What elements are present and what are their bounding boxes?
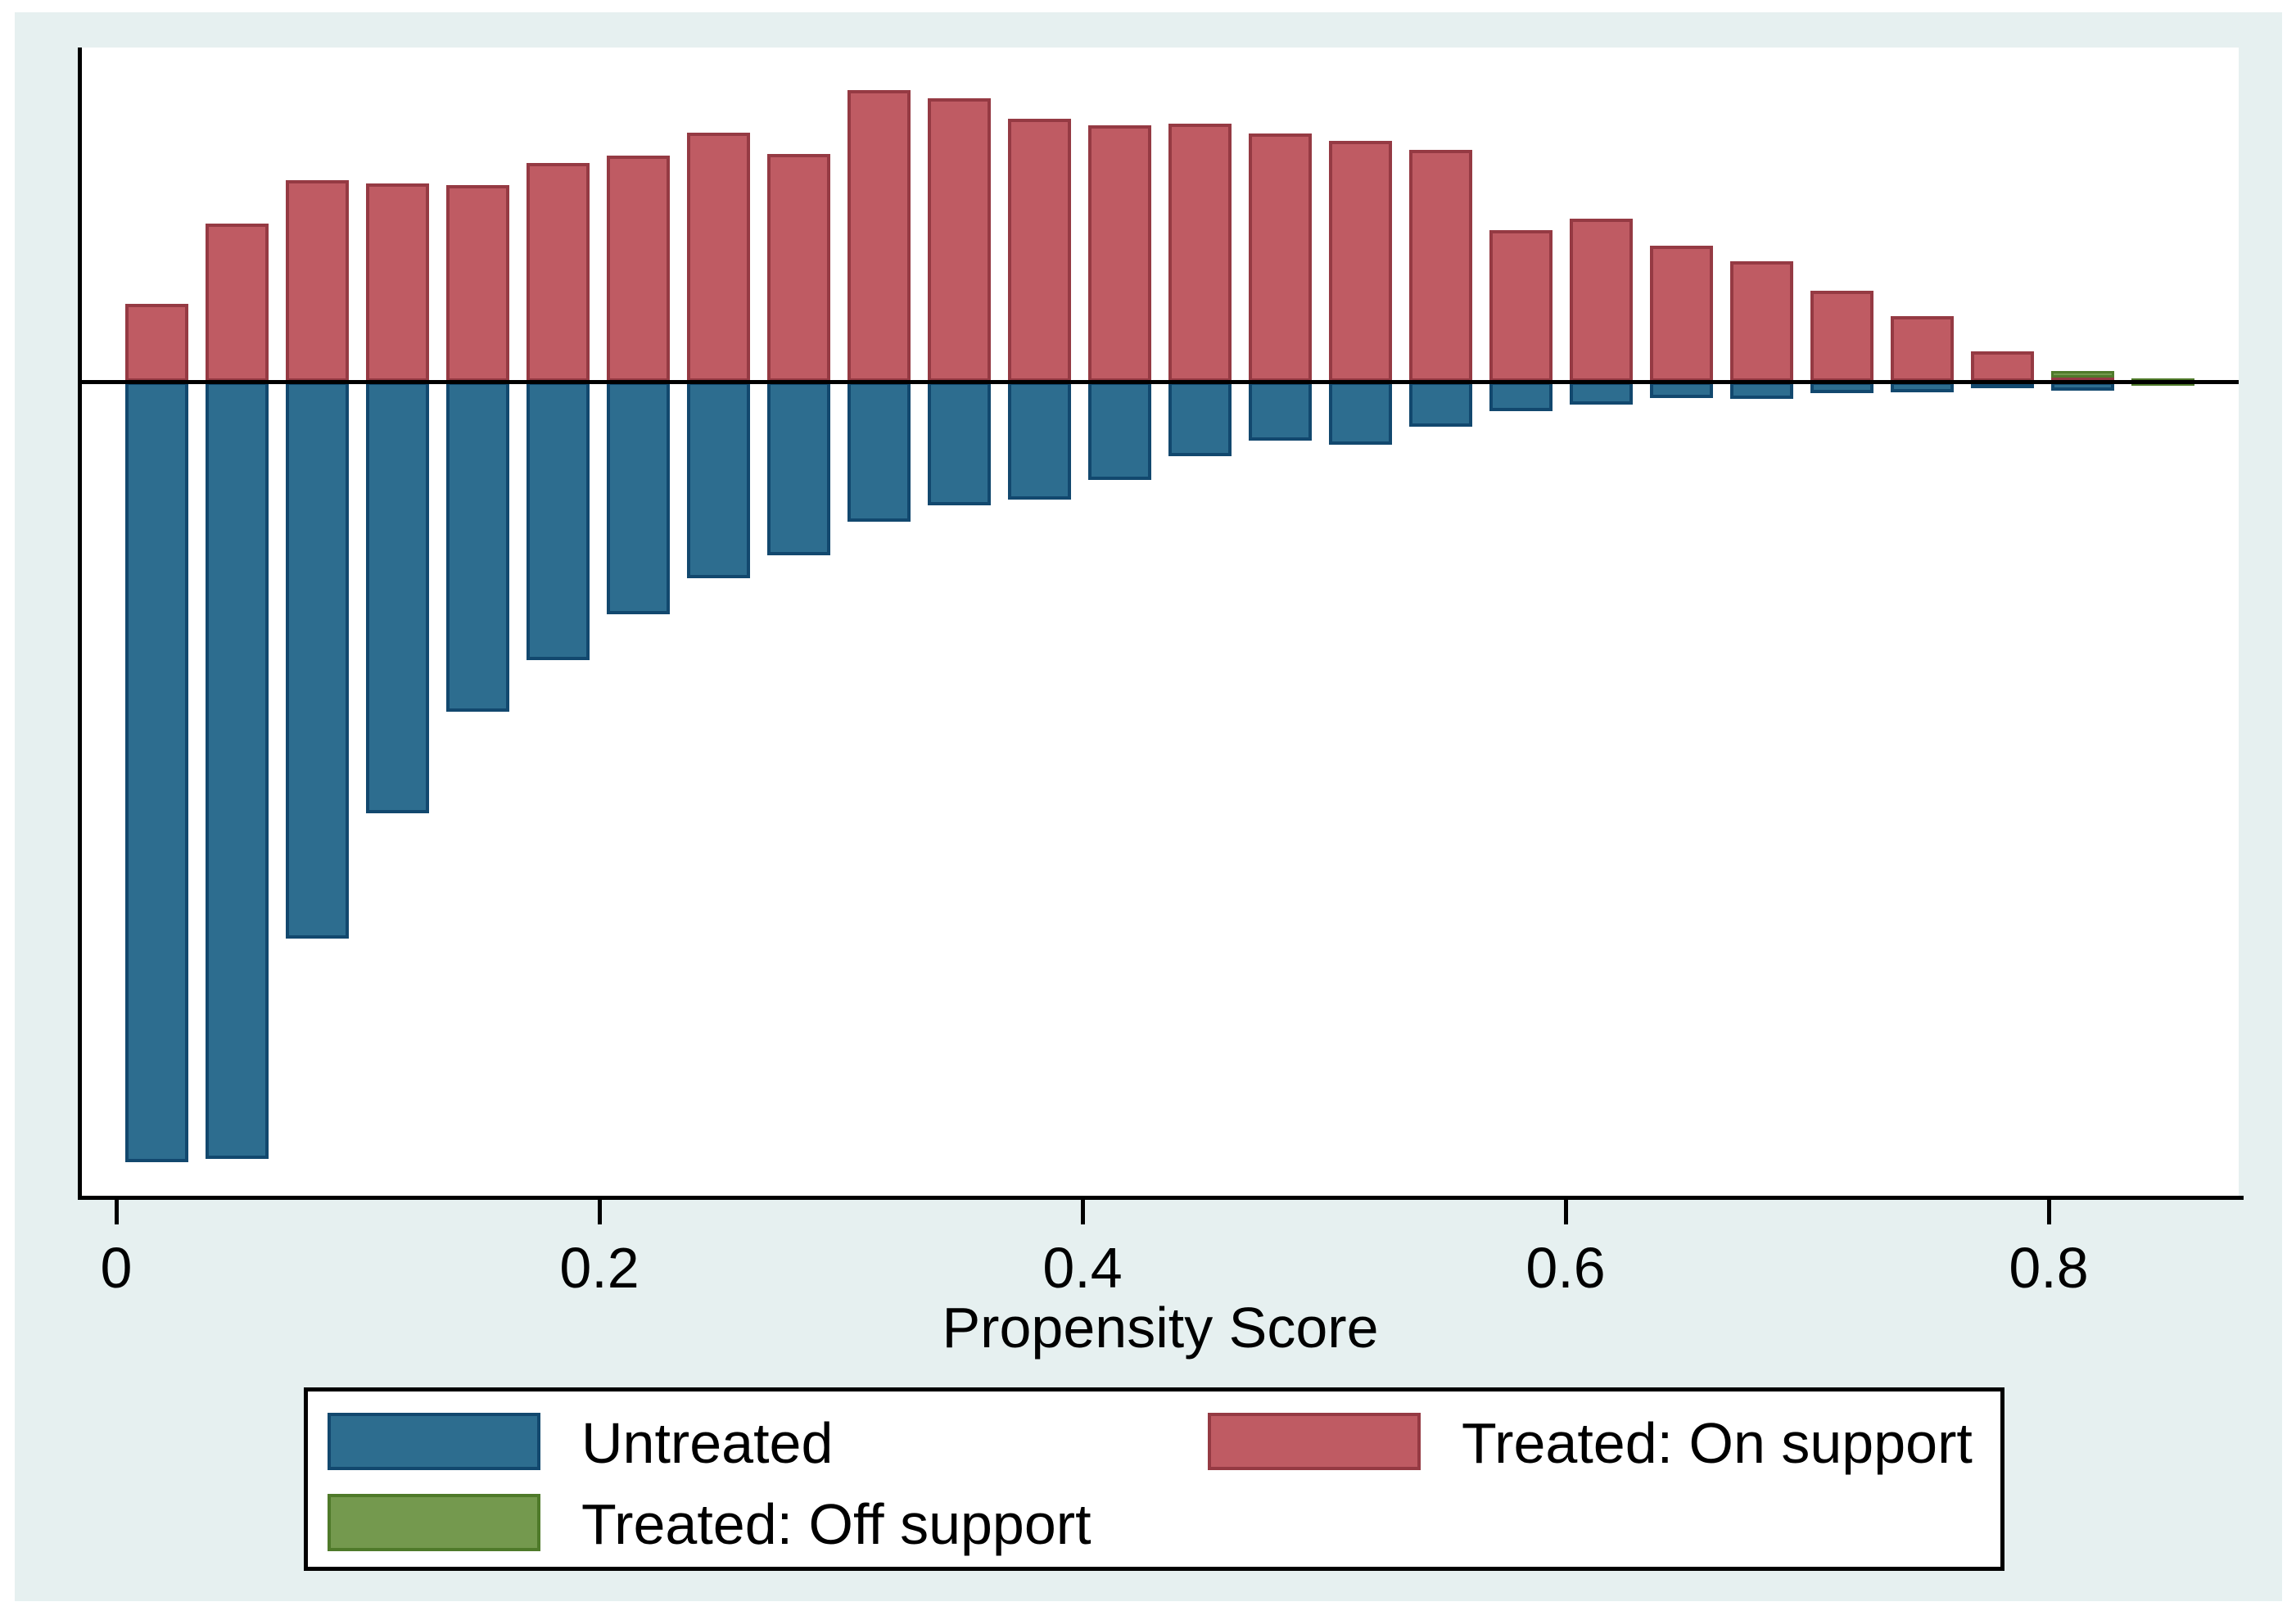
bar-treated-on-support — [1409, 150, 1472, 382]
zero-reference-line — [82, 380, 2239, 384]
bar-untreated — [607, 382, 670, 614]
x-tick-label: 0.8 — [2009, 1236, 2089, 1300]
bar-treated-on-support — [607, 156, 670, 382]
bar-untreated — [1570, 382, 1633, 405]
bar-treated-on-support — [847, 90, 911, 382]
bar-treated-on-support — [767, 154, 830, 382]
bar-untreated — [1249, 382, 1312, 441]
plot-area — [82, 48, 2239, 1197]
bar-untreated — [446, 382, 509, 712]
bar-untreated — [286, 382, 349, 939]
bar-untreated — [1008, 382, 1071, 500]
bar-treated-off-support — [2051, 371, 2114, 378]
x-tick-mark — [1564, 1200, 1568, 1224]
treated-off-support-legend-swatch — [328, 1494, 540, 1551]
bar-treated-on-support — [1168, 124, 1232, 382]
y-axis-line — [78, 48, 82, 1200]
bar-untreated — [1409, 382, 1472, 427]
x-tick-mark — [1081, 1200, 1085, 1224]
bar-treated-on-support — [527, 163, 590, 382]
treated-off-support-legend-label: Treated: Off support — [581, 1492, 1092, 1556]
bar-treated-on-support — [446, 185, 509, 382]
bar-untreated — [527, 382, 590, 660]
bar-untreated — [1730, 382, 1793, 399]
bar-untreated — [928, 382, 991, 505]
bar-untreated — [1489, 382, 1553, 411]
bar-treated-on-support — [366, 183, 429, 382]
bar-treated-on-support — [1570, 219, 1633, 382]
bar-treated-on-support — [1008, 119, 1071, 382]
bar-treated-on-support — [1489, 230, 1553, 382]
bar-treated-on-support — [125, 304, 188, 382]
bar-treated-on-support — [1249, 133, 1312, 382]
bar-untreated — [1329, 382, 1392, 445]
legend: Untreated Treated: On support Treated: O… — [304, 1387, 2004, 1571]
x-tick-label: 0.6 — [1525, 1236, 1606, 1300]
bar-treated-on-support — [1810, 291, 1873, 382]
bar-treated-on-support — [1971, 351, 2034, 382]
bar-untreated — [125, 382, 188, 1162]
bar-treated-on-support — [206, 224, 269, 382]
bar-untreated — [847, 382, 911, 522]
x-axis-title: Propensity Score — [942, 1296, 1379, 1360]
bar-treated-on-support — [1650, 246, 1713, 382]
treated-on-support-legend-label: Treated: On support — [1462, 1411, 1973, 1475]
bar-treated-on-support — [1891, 316, 1954, 382]
bar-treated-on-support — [286, 180, 349, 382]
bar-untreated — [1650, 382, 1713, 398]
bar-untreated — [767, 382, 830, 555]
bar-untreated — [206, 382, 269, 1159]
bar-treated-on-support — [928, 98, 991, 382]
x-tick-label: 0 — [100, 1236, 133, 1300]
x-axis-line — [78, 1196, 2244, 1200]
x-tick-mark — [598, 1200, 602, 1224]
treated-on-support-legend-swatch — [1208, 1413, 1421, 1470]
untreated-legend-swatch — [328, 1413, 540, 1470]
bar-treated-on-support — [1329, 141, 1392, 382]
bar-untreated — [1088, 382, 1151, 480]
untreated-legend-label: Untreated — [581, 1411, 834, 1475]
x-tick-mark — [115, 1200, 119, 1224]
x-tick-label: 0.2 — [559, 1236, 640, 1300]
bar-treated-on-support — [687, 133, 750, 382]
bar-untreated — [1168, 382, 1232, 456]
bar-untreated — [687, 382, 750, 578]
bar-treated-on-support — [1088, 125, 1151, 382]
x-tick-label: 0.4 — [1042, 1236, 1123, 1300]
bar-untreated — [366, 382, 429, 813]
x-tick-mark — [2047, 1200, 2051, 1224]
bar-treated-on-support — [1730, 261, 1793, 382]
